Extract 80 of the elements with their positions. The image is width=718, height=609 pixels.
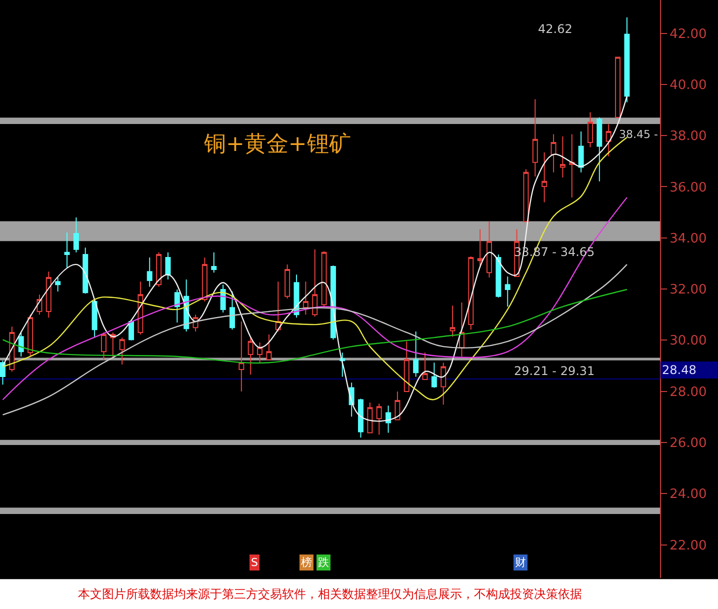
candlestick	[376, 403, 382, 436]
candlestick	[73, 216, 79, 253]
y-tick-label: 24.00	[670, 487, 707, 502]
candlestick	[367, 402, 373, 434]
candlestick	[100, 332, 106, 360]
candlestick	[358, 398, 364, 438]
candlestick	[266, 334, 272, 360]
candlestick	[312, 248, 318, 318]
y-tick-label: 26.00	[670, 436, 707, 451]
annotation: 跌	[318, 556, 329, 569]
y-tick-label: 34.00	[670, 231, 707, 246]
candlestick	[394, 391, 400, 420]
annotation: 榜	[301, 556, 312, 569]
candlestick	[386, 405, 392, 434]
candlestick	[257, 342, 263, 364]
annotation: 财	[515, 556, 526, 569]
text: 本文图片所载数据均来源于第三方交易软件，相关数据整理仅为信息展示，不构成投资决策依据	[78, 587, 582, 601]
candlestick	[550, 134, 556, 173]
candlestick	[302, 281, 308, 316]
candlestick	[340, 352, 346, 378]
candlestick	[46, 271, 52, 318]
candlestick	[146, 257, 152, 288]
candlestick	[82, 247, 88, 294]
candlestick	[119, 337, 125, 365]
ref-line-label: 28.48	[662, 363, 696, 377]
candlestick	[486, 220, 492, 278]
candlestick	[202, 257, 208, 302]
candlestick	[468, 256, 474, 330]
candlestick	[477, 228, 483, 267]
candlestick	[55, 276, 61, 292]
candlestick	[596, 116, 602, 182]
y-tick-label: 42.00	[670, 26, 707, 42]
candlestick	[496, 254, 502, 298]
candlestick	[156, 252, 162, 288]
candlestick	[587, 112, 593, 148]
line-series	[2, 264, 628, 416]
candlestick	[560, 136, 566, 178]
candlestick	[542, 152, 548, 203]
candlestick	[532, 98, 538, 177]
candlestick	[413, 330, 419, 378]
y-tick-label: 38.00	[670, 129, 707, 144]
candlestick	[229, 291, 235, 330]
candlestick	[431, 362, 437, 388]
candlestick	[165, 252, 171, 280]
candlestick	[404, 340, 410, 392]
candlestick	[211, 252, 217, 274]
y-tick-label: 30.00	[670, 334, 707, 349]
candlestick	[422, 352, 428, 380]
candlestick	[458, 302, 464, 358]
band-label: 29.21 - 29.31	[514, 364, 595, 378]
candlestick	[321, 250, 327, 308]
candlestick	[248, 336, 254, 376]
annotation: 42.62	[538, 22, 572, 36]
candlestick	[174, 289, 180, 323]
y-tick-label: 36.00	[670, 180, 707, 196]
candlestick	[523, 168, 529, 222]
candlestick	[18, 332, 24, 358]
candlestick	[92, 298, 98, 338]
candlestick	[0, 360, 6, 386]
y-tick-label: 40.00	[670, 78, 707, 93]
line-series	[2, 196, 628, 400]
band-label: 38.45 -	[619, 128, 658, 141]
candlestick	[504, 276, 510, 308]
candlestick	[64, 232, 70, 268]
candlestick	[238, 320, 244, 392]
candlestick	[569, 134, 575, 198]
candlestick	[624, 16, 630, 103]
candlestick	[284, 264, 290, 299]
text: 铜+黄金+锂矿	[203, 132, 351, 157]
y-tick-label: 32.00	[670, 282, 707, 298]
candlestick	[578, 130, 584, 173]
candlestick	[450, 305, 456, 338]
candlestick	[606, 124, 612, 157]
candlestick	[615, 56, 621, 118]
annotation: S	[251, 556, 258, 569]
y-tick-label: 22.00	[670, 538, 707, 554]
candlestick	[28, 314, 34, 358]
y-tick-label: 28.00	[670, 384, 707, 400]
line-series	[2, 288, 628, 364]
candlestick	[440, 362, 446, 406]
